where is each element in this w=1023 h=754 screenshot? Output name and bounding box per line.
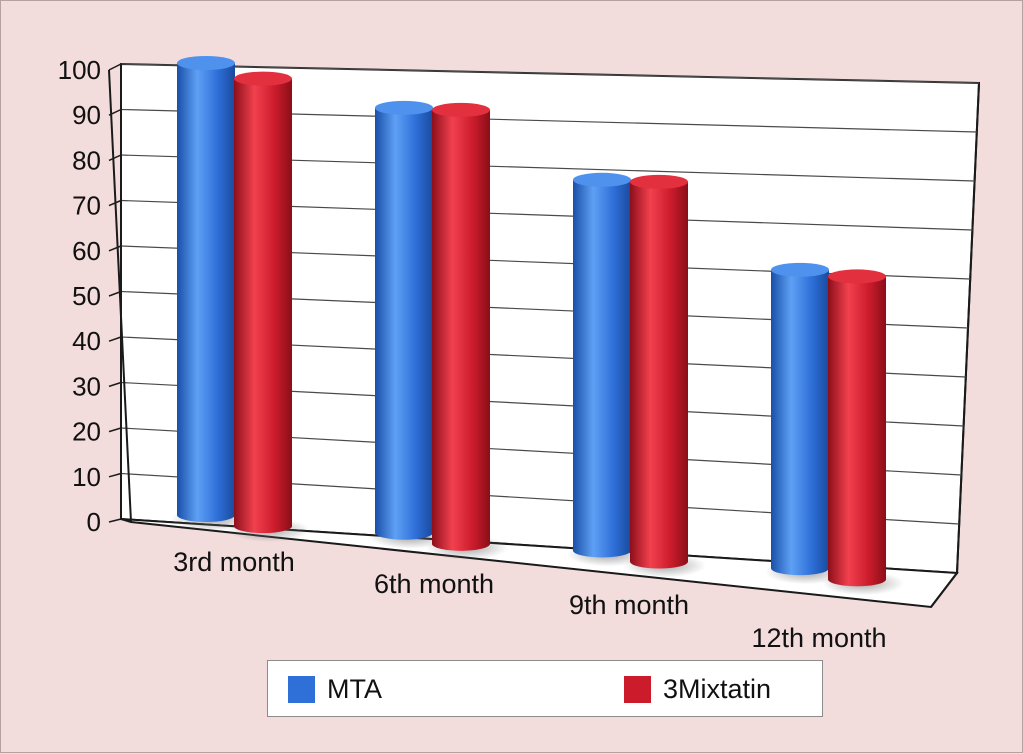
bar-mta-0 (171, 56, 253, 531)
bar-top (234, 71, 292, 86)
axes (108, 63, 132, 523)
legend-swatch-3mixtatin (624, 676, 651, 703)
y-tick-label: 20 (72, 417, 101, 447)
y-tick-label: 90 (72, 100, 101, 130)
bar-top (828, 269, 886, 284)
y-tick-label: 10 (72, 462, 101, 492)
bar-3mixtatin-1 (426, 102, 508, 560)
legend-item-3mixtatin: 3Mixtatin (624, 674, 771, 705)
bar-top (630, 174, 688, 189)
y-tick-label: 30 (72, 371, 101, 401)
bar-top (573, 172, 631, 187)
bar-3mixtatin-2 (624, 174, 706, 578)
bar-body (432, 109, 490, 551)
legend-label-mta: MTA (327, 674, 382, 704)
bar-body (630, 181, 688, 569)
bar-body (177, 63, 235, 522)
bar-body (375, 107, 433, 540)
y-axis-tick-mark (108, 381, 122, 388)
bar-3mixtatin-0 (228, 71, 310, 543)
y-axis-tick-mark (108, 427, 122, 433)
bars (171, 56, 904, 596)
bar-top (432, 102, 490, 117)
y-tick-label: 50 (72, 281, 101, 311)
y-axis-tick-mark (108, 336, 122, 342)
gridline (120, 63, 980, 84)
bar-top (771, 262, 829, 277)
x-category-label: 3rd month (173, 547, 295, 577)
bar-body (771, 269, 829, 576)
y-tick-label: 0 (87, 507, 101, 537)
y-axis-tick-mark (108, 154, 122, 162)
bar-body (828, 276, 886, 587)
y-axis-tick-mark (108, 63, 122, 71)
legend: MTA 3Mixtatin (267, 660, 823, 717)
y-axis-tick-mark (108, 518, 122, 523)
bar-body (573, 179, 631, 558)
bar-3mixtatin-3 (822, 269, 904, 596)
x-axis-labels: 3rd month 6th month 9th month 12th month (173, 547, 886, 653)
y-axis-tick-mark (108, 472, 122, 478)
floor-right-edge (930, 572, 958, 608)
y-tick-label: 70 (72, 191, 101, 221)
bar-top (375, 100, 433, 115)
y-tick-label: 40 (72, 326, 101, 356)
y-tick-label: 60 (72, 236, 101, 266)
y-axis-ticks: 0 10 20 30 40 50 60 70 80 90 100 (58, 55, 101, 537)
y-tick-label: 80 (72, 145, 101, 175)
y-axis-tick-mark (108, 245, 122, 252)
legend-swatch-mta (288, 676, 315, 703)
x-category-label: 12th month (751, 623, 886, 653)
x-category-label: 6th month (374, 569, 494, 599)
y-tick-label: 100 (58, 55, 101, 85)
x-category-label: 9th month (569, 590, 689, 620)
bar-top (177, 56, 235, 70)
legend-label-3mixtatin: 3Mixtatin (663, 674, 772, 704)
bar-body (234, 78, 292, 534)
legend-item-mta: MTA (288, 674, 382, 705)
